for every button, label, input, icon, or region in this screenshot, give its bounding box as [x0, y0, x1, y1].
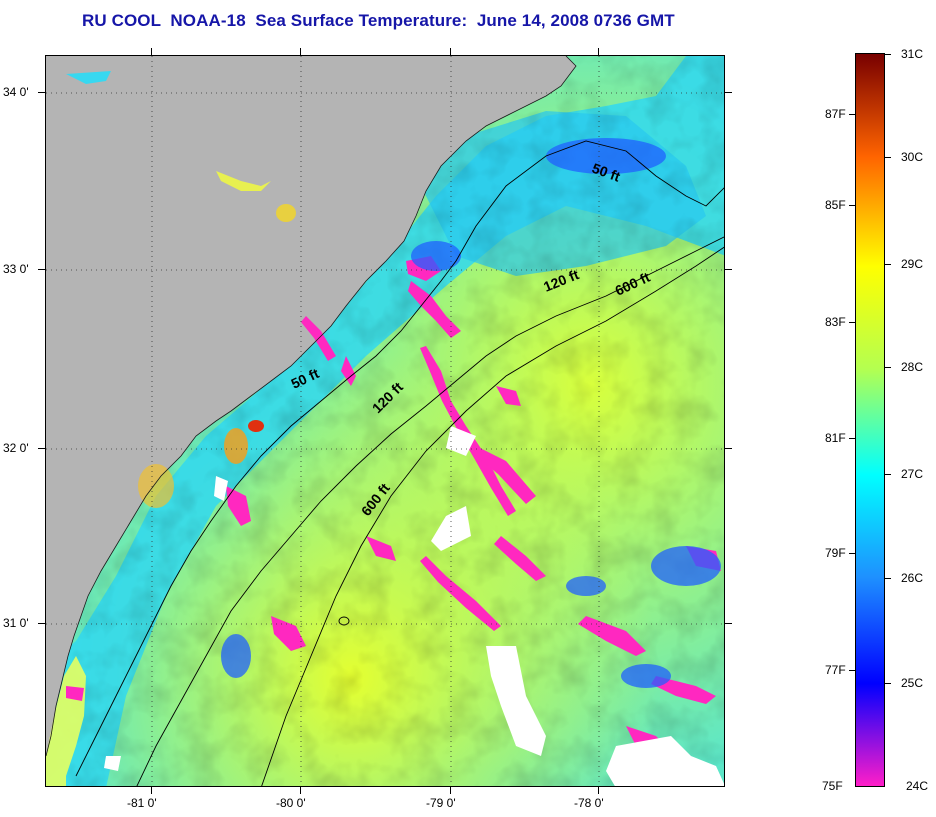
colorbar-label-f: 87F	[825, 107, 846, 121]
lon-tick	[450, 787, 451, 794]
colorbar-tick	[885, 157, 891, 158]
coastline	[46, 56, 577, 757]
colorbar-label-c: 25C	[901, 676, 924, 690]
lat-label: 33 0'	[3, 262, 29, 276]
lat-tick	[725, 623, 732, 624]
lon-tick	[300, 787, 301, 794]
colorbar-tick	[885, 683, 891, 684]
temperature-colorbar	[855, 53, 885, 787]
lon-label: -81 0'	[127, 796, 157, 810]
missing-data	[104, 426, 724, 786]
colorbar-tick	[849, 114, 855, 115]
colorbar-tick	[885, 367, 891, 368]
colorbar-tick	[849, 438, 855, 439]
colorbar-label-c: 24C	[906, 779, 929, 793]
land-mass	[46, 56, 576, 756]
inland-lake-1	[216, 171, 271, 191]
warm-spot-3	[248, 420, 264, 432]
colorbar-tick	[849, 670, 855, 671]
cool-patches	[221, 138, 721, 688]
contour-120ft	[136, 236, 724, 786]
lat-tick	[38, 269, 45, 270]
colorbar-tick	[885, 474, 891, 475]
contour-50ft	[75, 140, 724, 777]
contour-seamount	[338, 616, 350, 626]
colorbar-label-c: 30C	[901, 150, 924, 164]
lat-label: 34 0'	[3, 85, 29, 99]
lat-tick	[725, 92, 732, 93]
colorbar-tick	[885, 264, 891, 265]
lon-tick	[450, 48, 451, 55]
colorbar-label-f: 77F	[825, 663, 846, 677]
lon-tick	[151, 787, 152, 794]
lon-tick	[598, 48, 599, 55]
lon-tick	[151, 48, 152, 55]
colorbar-tick	[885, 54, 891, 55]
lat-label: 32 0'	[3, 441, 29, 455]
contour-600ft	[261, 246, 724, 786]
lat-tick	[725, 448, 732, 449]
warm-spot-1	[224, 428, 248, 464]
lat-tick	[38, 92, 45, 93]
colorbar-label-c: 28C	[901, 360, 924, 374]
lat-tick	[38, 623, 45, 624]
colorbar-tick	[885, 578, 891, 579]
colorbar-label-f: 83F	[825, 315, 846, 329]
lon-label: -78 0'	[574, 796, 604, 810]
lat-tick	[38, 448, 45, 449]
lat-tick	[725, 269, 732, 270]
colorbar-label-f: 85F	[825, 198, 846, 212]
lon-label: -80 0'	[276, 796, 306, 810]
colorbar-label-c: 26C	[901, 571, 924, 585]
colorbar-tick	[849, 553, 855, 554]
lon-label: -79 0'	[426, 796, 456, 810]
page-title: RU COOL NOAA-18 Sea Surface Temperature:…	[82, 11, 675, 30]
lon-tick	[300, 48, 301, 55]
warm-spot-2	[138, 464, 174, 508]
colorbar-label-c: 29C	[901, 257, 924, 271]
colorbar-tick	[849, 322, 855, 323]
sst-map-image: 50 ft 50 ft 120 ft 120 ft 600 ft 600 ft	[46, 56, 724, 786]
colorbar-label-f: 81F	[825, 431, 846, 445]
inland-lake-3	[66, 71, 111, 84]
colorbar-label-f: 79F	[825, 546, 846, 560]
graticule	[46, 56, 724, 786]
colorbar-tick	[849, 205, 855, 206]
colorbar-label-c: 27C	[901, 467, 924, 481]
colorbar-label-f: 75F	[822, 779, 843, 793]
inland-lake-2	[276, 204, 296, 222]
sst-map: 50 ft 50 ft 120 ft 120 ft 600 ft 600 ft	[45, 55, 725, 787]
lat-label: 31 0'	[3, 616, 29, 630]
lon-tick	[598, 787, 599, 794]
colorbar-label-c: 31C	[901, 47, 924, 61]
